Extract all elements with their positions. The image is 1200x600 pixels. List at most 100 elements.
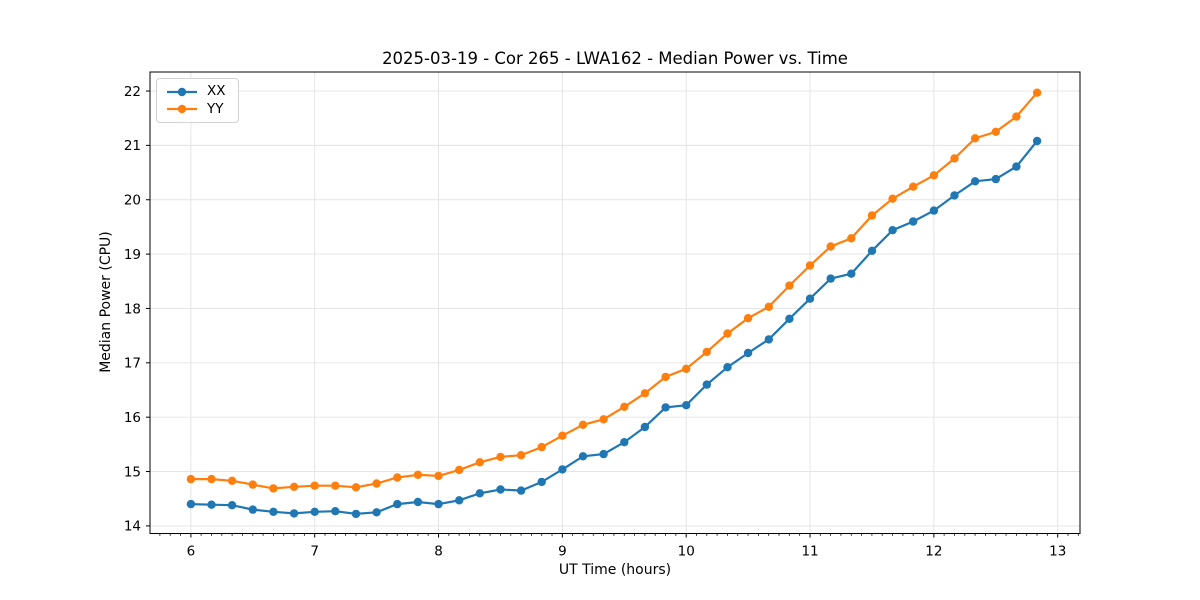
data-point-marker — [847, 269, 856, 278]
data-point-marker — [661, 403, 670, 412]
y-tick-label: 21 — [124, 138, 141, 154]
x-tick-label: 11 — [801, 544, 818, 560]
plot-border — [149, 71, 1081, 534]
data-point-marker — [248, 505, 257, 514]
data-point-marker — [558, 465, 567, 474]
grid-layer — [150, 72, 1080, 534]
legend-label: YY — [207, 100, 224, 117]
tick-label-layer: 6 7 8 9 10 11 12 13 14 15 16 17 18 19 20 21 22 — [124, 84, 1066, 560]
data-point-marker — [207, 500, 216, 509]
data-point-marker — [1012, 112, 1021, 121]
data-point-marker — [227, 501, 237, 510]
chart-title: 2025-03-19 - Cor 265 - LWA162 - Median P… — [382, 49, 848, 68]
data-point-marker — [702, 347, 711, 357]
x-axis-label: UT Time (hours) — [559, 562, 671, 578]
data-point-marker — [826, 274, 835, 283]
data-point-marker — [310, 507, 319, 516]
data-point-marker — [475, 458, 484, 467]
data-point-marker — [640, 422, 650, 432]
data-point-marker — [289, 482, 299, 491]
data-point-marker — [537, 442, 546, 452]
y-tick-label: 15 — [124, 464, 141, 480]
data-point-marker — [723, 363, 732, 372]
data-point-marker — [640, 389, 650, 398]
data-point-marker — [331, 481, 340, 490]
series-yy — [186, 88, 1042, 493]
data-point-marker — [970, 134, 980, 143]
data-point-marker — [620, 438, 629, 447]
x-tick-label: 13 — [1049, 544, 1066, 560]
data-point-marker — [991, 174, 1000, 184]
legend-line-marker-icon — [167, 105, 197, 114]
data-point-marker — [1012, 162, 1021, 171]
data-point-marker — [269, 484, 278, 493]
y-tick-label: 19 — [124, 247, 141, 263]
data-point-marker — [909, 217, 918, 226]
data-point-marker — [867, 211, 877, 220]
y-tick-label: 16 — [124, 410, 141, 426]
data-point-marker — [929, 206, 939, 215]
data-point-marker — [331, 507, 340, 516]
data-point-marker — [186, 499, 196, 509]
x-tick-label: 10 — [678, 544, 695, 560]
y-axis-label: Median Power (CPU) — [98, 231, 114, 373]
series-line — [190, 91, 1038, 490]
data-point-marker — [909, 182, 918, 191]
data-point-marker — [743, 348, 753, 358]
data-point-marker — [682, 401, 691, 410]
data-point-marker — [764, 335, 773, 344]
data-point-marker — [537, 477, 546, 487]
legend-label: XX — [207, 83, 226, 99]
data-point-marker — [227, 476, 237, 485]
data-point-marker — [620, 402, 629, 411]
data-point-marker — [826, 242, 835, 251]
legend-item-xx: XX — [166, 83, 226, 99]
data-point-marker — [743, 314, 753, 323]
data-point-marker — [888, 194, 897, 203]
data-point-marker — [455, 465, 464, 475]
data-point-marker — [434, 471, 443, 481]
data-point-marker — [702, 380, 711, 389]
data-point-marker — [950, 154, 959, 163]
data-point-marker — [393, 499, 402, 509]
data-point-marker — [723, 329, 732, 338]
data-point-marker — [413, 497, 423, 507]
data-point-marker — [785, 314, 794, 323]
y-tick-label: 22 — [124, 84, 141, 100]
data-point-marker — [351, 509, 361, 519]
series-line — [190, 140, 1038, 516]
y-tick-label: 17 — [124, 356, 141, 372]
data-point-marker — [289, 509, 299, 518]
data-point-marker — [1032, 136, 1042, 146]
data-point-marker — [372, 508, 381, 517]
data-point-marker — [764, 302, 773, 311]
data-point-marker — [1032, 88, 1042, 97]
data-point-marker — [599, 415, 608, 424]
data-point-marker — [929, 171, 939, 180]
data-point-marker — [847, 234, 856, 243]
data-point-marker — [413, 470, 423, 479]
legend-line-marker-icon — [167, 87, 197, 96]
data-point-marker — [496, 485, 505, 494]
data-point-marker — [310, 481, 319, 490]
data-point-marker — [455, 496, 464, 505]
x-tick-label: 9 — [558, 544, 567, 560]
data-point-marker — [805, 294, 815, 303]
data-point-marker — [475, 489, 484, 498]
data-point-marker — [867, 246, 877, 255]
data-point-marker — [207, 474, 216, 484]
x-tick-label: 7 — [310, 544, 319, 560]
data-point-marker — [186, 474, 196, 484]
data-point-marker — [578, 420, 588, 429]
y-tick-label: 20 — [124, 193, 141, 209]
data-point-marker — [516, 451, 526, 460]
legend-item-yy: YY — [166, 100, 226, 117]
legend: XX YY — [156, 78, 239, 123]
data-point-marker — [248, 480, 257, 489]
x-tick-label: 12 — [925, 544, 942, 560]
x-tick-label: 6 — [187, 544, 196, 560]
data-point-marker — [785, 281, 794, 290]
data-point-marker — [970, 177, 980, 186]
